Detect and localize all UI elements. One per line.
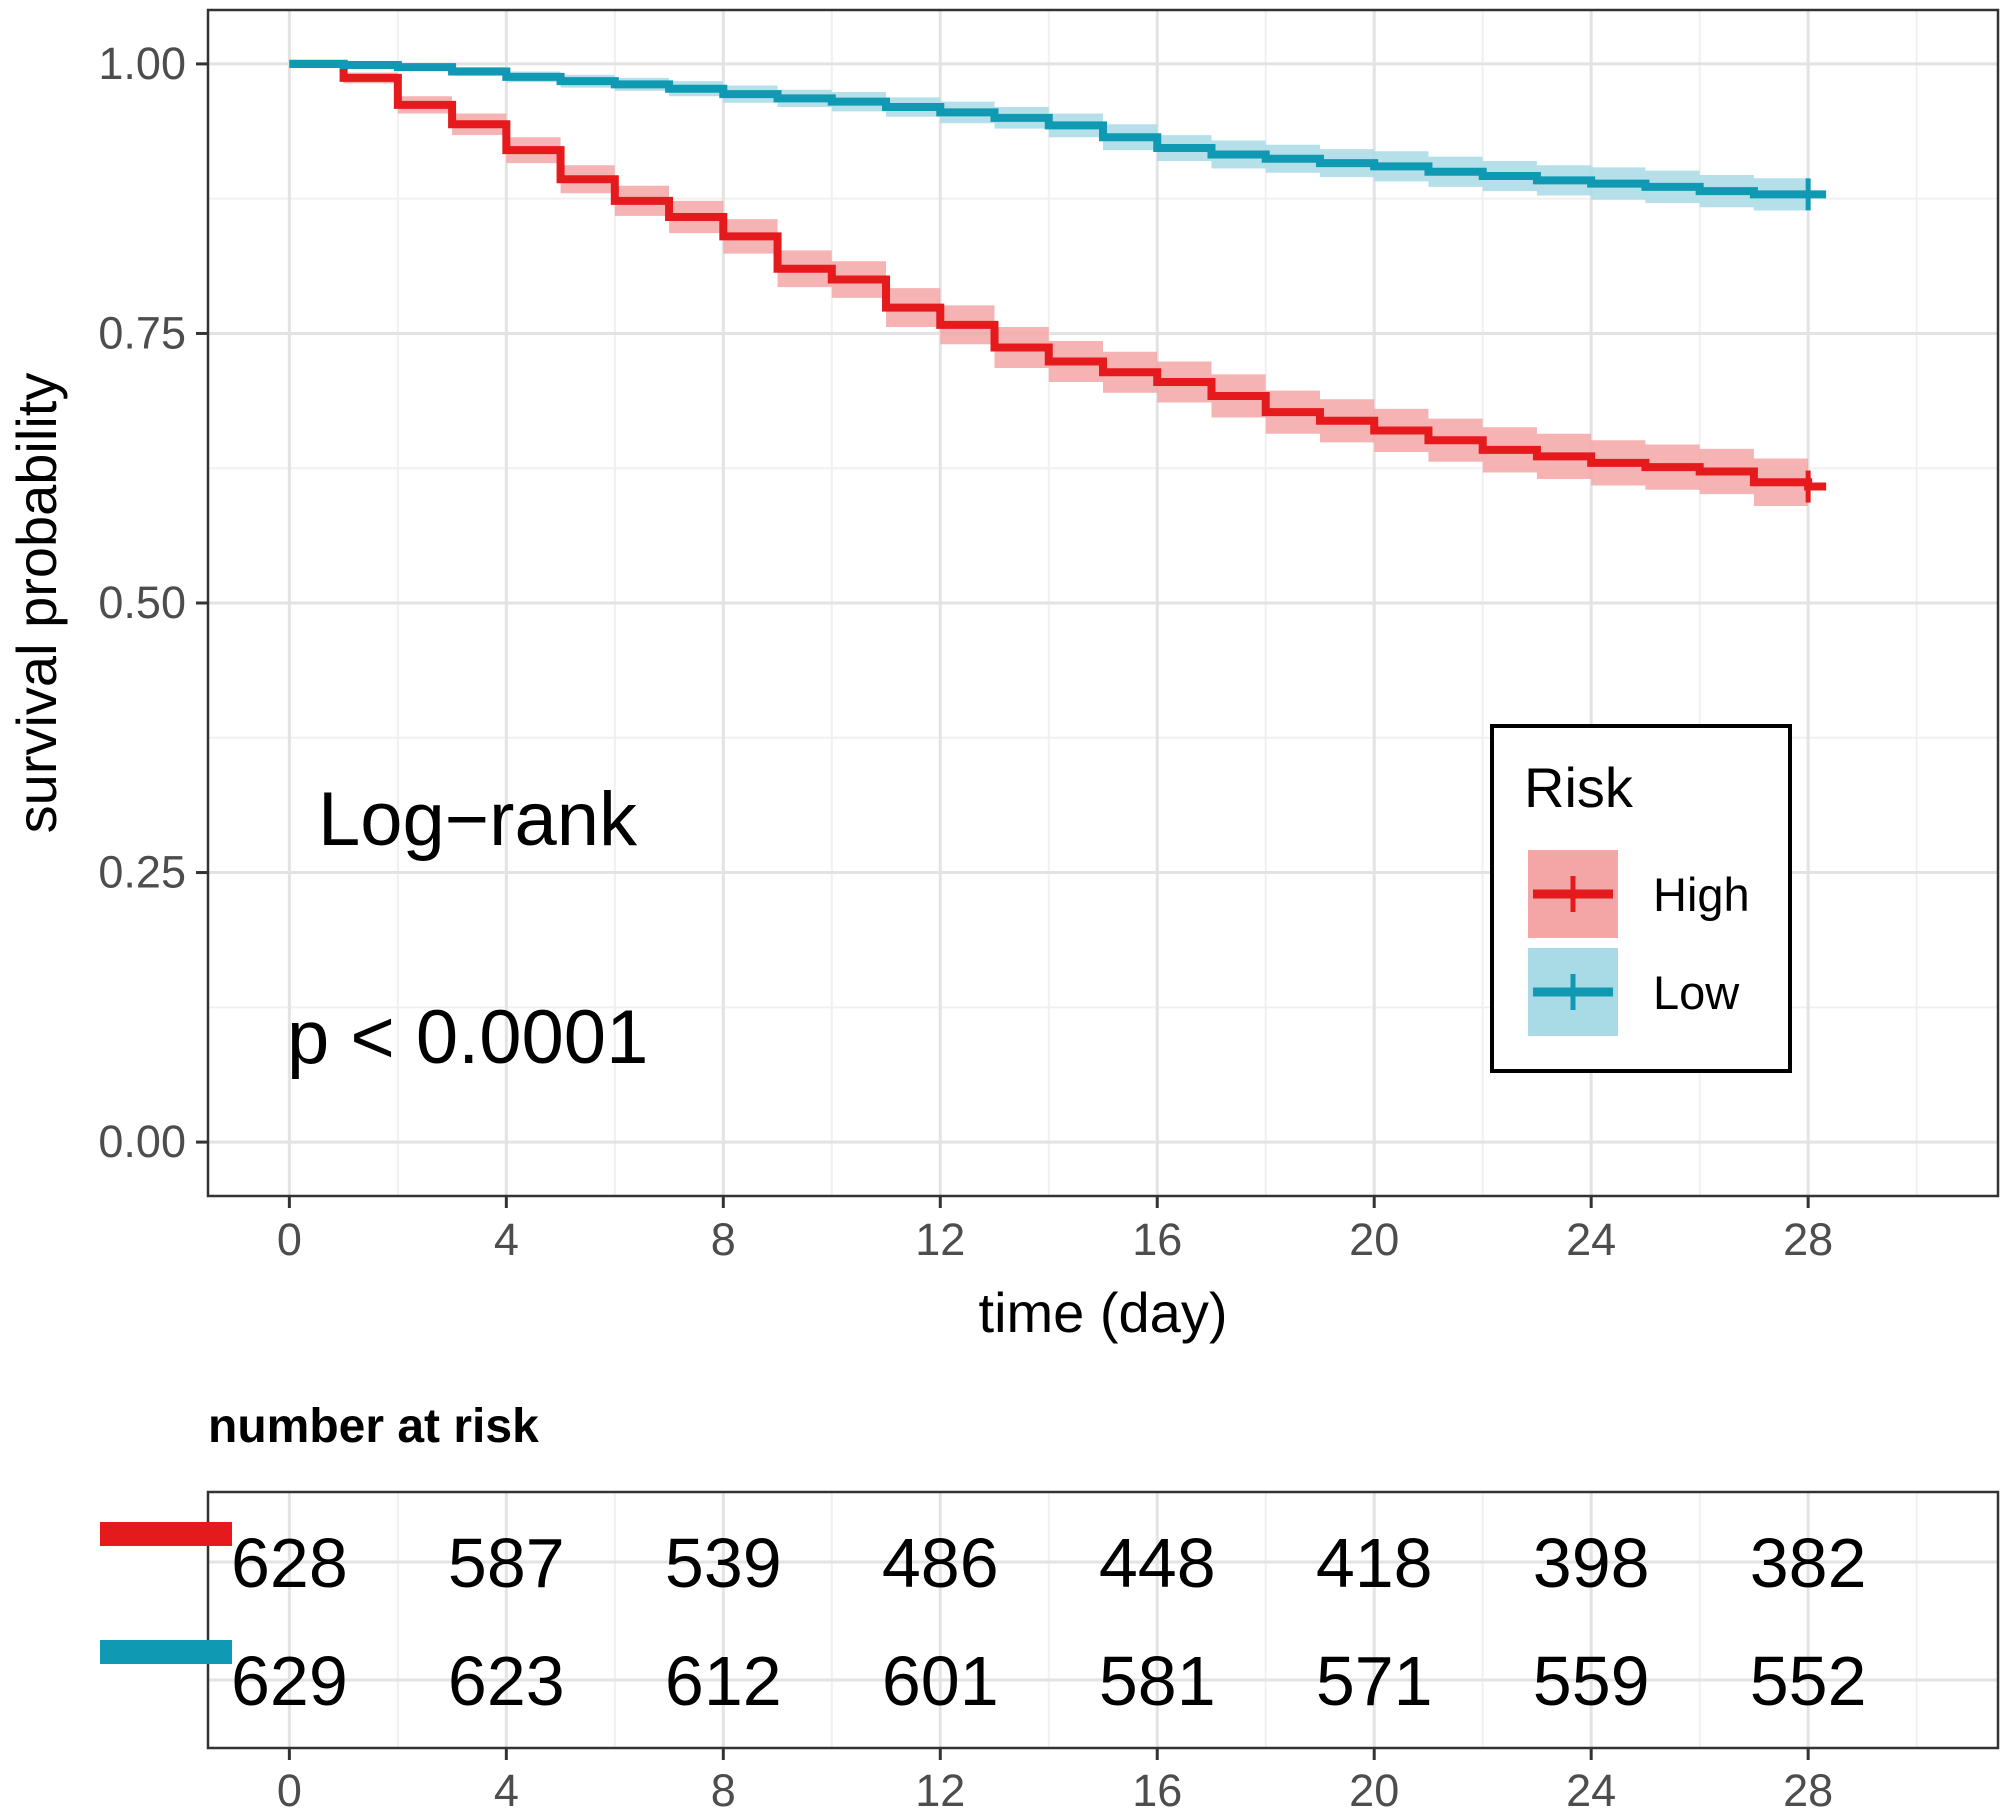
legend-item-high: High (1528, 850, 1750, 938)
risk-table-grid (208, 1492, 1998, 1748)
annotation-test-name: Log−rank (318, 777, 638, 862)
risk-count-low: 623 (448, 1642, 565, 1720)
x-tick-label: 28 (1783, 1214, 1833, 1265)
survival-curves (289, 59, 1827, 503)
y-axis-title: survival probability (5, 373, 68, 834)
legend-title: Risk (1524, 756, 1634, 819)
risk-x-tick-label: 16 (1132, 1765, 1182, 1812)
risk-count-high: 486 (882, 1524, 999, 1602)
risk-x-tick-label: 24 (1566, 1765, 1616, 1812)
legend-label-low: Low (1653, 966, 1740, 1019)
risk-count-high: 398 (1533, 1524, 1650, 1602)
x-tick-label: 4 (494, 1214, 519, 1265)
x-tick-label: 16 (1132, 1214, 1182, 1265)
y-tick-label: 0.50 (98, 577, 186, 628)
risk-count-high: 382 (1750, 1524, 1867, 1602)
risk-table-border (206, 1490, 2000, 1750)
risk-x-tick-label: 4 (494, 1765, 519, 1812)
x-axis: 0 4 8 12 16 20 24 28 (277, 1196, 1833, 1265)
risk-table-strata-keys (100, 1522, 232, 1664)
x-axis-title: time (day) (979, 1281, 1228, 1344)
risk-count-high: 587 (448, 1524, 565, 1602)
risk-x-tick-label: 8 (711, 1765, 736, 1812)
survival-curve-high (289, 59, 1827, 491)
x-tick-label: 20 (1349, 1214, 1399, 1265)
risk-count-low: 571 (1316, 1642, 1433, 1720)
survival-curve-low (289, 59, 1827, 199)
annotation-p-value: p < 0.0001 (287, 995, 648, 1080)
risk-count-high: 448 (1099, 1524, 1216, 1602)
risk-count-high: 539 (665, 1524, 782, 1602)
risk-x-tick-label: 12 (915, 1765, 965, 1812)
legend-label-high: High (1653, 868, 1750, 921)
risk-count-high: 628 (231, 1524, 348, 1602)
y-tick-label: 0.00 (98, 1116, 186, 1167)
y-tick-label: 0.25 (98, 847, 186, 898)
risk-count-low: 552 (1750, 1642, 1867, 1720)
risk-count-low: 559 (1533, 1642, 1650, 1720)
legend: Risk High Low (1490, 724, 1792, 1073)
risk-count-low: 612 (665, 1642, 782, 1720)
risk-table-x-axis: 0 4 8 12 16 20 24 28 (277, 1748, 1833, 1812)
survival-plot-panel: 0.00 0.25 0.50 0.75 1.00 0 4 8 12 16 20 24 28 survi… (5, 8, 2000, 1344)
risk-count-low: 601 (882, 1642, 999, 1720)
risk-x-tick-label: 28 (1783, 1765, 1833, 1812)
x-tick-label: 24 (1566, 1214, 1616, 1265)
risk-count-high: 418 (1316, 1524, 1433, 1602)
risk-x-tick-label: 20 (1349, 1765, 1399, 1812)
x-tick-label: 12 (915, 1214, 965, 1265)
y-tick-label: 0.75 (98, 307, 186, 358)
y-tick-label: 1.00 (98, 38, 186, 89)
y-axis: 0.00 0.25 0.50 0.75 1.00 (98, 38, 208, 1167)
risk-count-low: 581 (1099, 1642, 1216, 1720)
legend-item-low: Low (1528, 948, 1740, 1036)
x-tick-label: 8 (711, 1214, 736, 1265)
risk-table: number at risk 628 587 539 486 448 418 398 3826… (100, 1400, 2000, 1812)
risk-table-title: number at risk (208, 1400, 539, 1453)
risk-count-low: 629 (231, 1642, 348, 1720)
x-tick-label: 0 (277, 1214, 302, 1265)
risk-table-values: 628 587 539 486 448 418 398 382 629 623 612 601 581 5… (231, 1524, 1867, 1720)
risk-x-tick-label: 0 (277, 1765, 302, 1812)
